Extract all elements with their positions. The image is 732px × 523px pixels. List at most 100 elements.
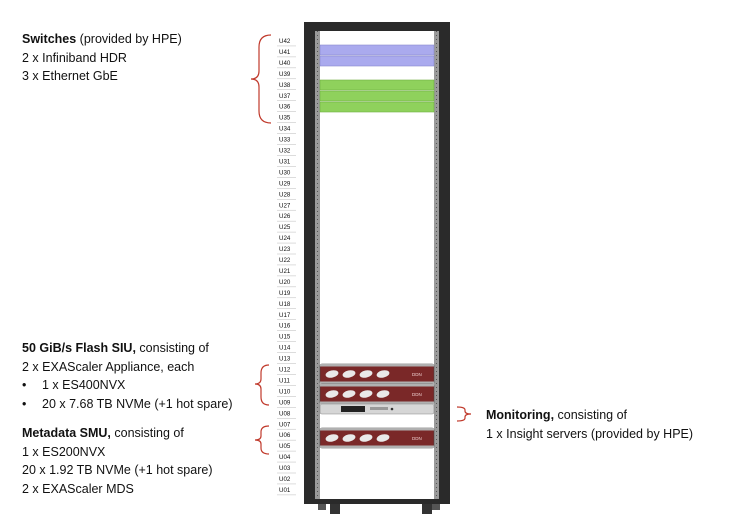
unit-label: U27 — [279, 202, 291, 209]
chassis-drive-slot — [376, 370, 390, 378]
ddn-logo: DDN — [412, 372, 422, 377]
unit-label: U07 — [279, 421, 291, 428]
unit-label: U28 — [279, 191, 291, 198]
switches-title-suffix: (provided by HPE) — [76, 32, 182, 46]
unit-label: U13 — [279, 356, 291, 363]
metadata-smu-line-es200nvx: 1 x ES200NVX — [22, 444, 106, 459]
chassis-drive-slot — [376, 434, 390, 442]
unit-label: U10 — [279, 388, 291, 395]
ddn-chassis-group: DDN DDN DDN — [319, 363, 435, 449]
chassis-drive-slot — [359, 390, 373, 398]
metadata-smu-line-nvme: 20 x 1.92 TB NVMe (+1 hot spare) — [22, 463, 213, 477]
unit-label: U01 — [279, 487, 291, 494]
chassis-drive-slot — [325, 434, 339, 442]
flash-siu-title-suffix: consisting of — [135, 341, 209, 355]
unit-label: U20 — [279, 279, 291, 286]
metadata-smu-bracket — [254, 425, 270, 455]
rack-caster-left — [330, 504, 340, 514]
unit-label: U21 — [279, 268, 291, 275]
flash-siu-description: 50 GiB/s Flash SIU, consisting of 2 x EX… — [22, 339, 233, 413]
chassis-drive-slot — [359, 370, 373, 378]
unit-label: U19 — [279, 290, 291, 297]
flash-siu-line-appliance: 2 x EXAScaler Appliance, each — [22, 359, 195, 374]
chassis-drive-slot — [325, 370, 339, 378]
insight-server — [319, 403, 435, 415]
chassis-drive-slot — [342, 390, 356, 398]
chassis-drive-slot — [376, 390, 390, 398]
unit-label: U42 — [279, 38, 291, 45]
unit-label: U33 — [279, 137, 291, 144]
flash-siu-bullet-es400nvx: 1 x ES400NVX — [22, 376, 233, 395]
insight-server-display — [341, 406, 365, 412]
unit-label: U15 — [279, 334, 291, 341]
unit-label: U35 — [279, 115, 291, 122]
unit-label: U08 — [279, 410, 291, 417]
unit-label: U11 — [279, 377, 290, 384]
ethernet-switch-3 — [319, 101, 435, 113]
infiniband-switch-1 — [319, 44, 435, 56]
unit-label: U32 — [279, 148, 291, 155]
flash-siu-title: 50 GiB/s Flash SIU, — [22, 341, 136, 355]
chassis-drive-slot — [359, 434, 373, 442]
unit-label: U30 — [279, 169, 291, 176]
unit-label: U23 — [279, 246, 291, 253]
unit-label: U04 — [279, 454, 291, 461]
switches-title: Switches — [22, 32, 77, 46]
es400nvx-appliance-1: DDN — [319, 363, 435, 385]
switches-line-infiniband: 2 x Infiniband HDR — [22, 50, 127, 65]
rack-rail-right — [434, 31, 439, 499]
unit-label: U41 — [279, 49, 291, 56]
rack-caster-right — [422, 504, 432, 514]
es400nvx-appliance-2: DDN — [319, 383, 435, 405]
unit-label: U25 — [279, 224, 291, 231]
rack-foot-right — [432, 504, 440, 510]
ddn-logo: DDN — [412, 392, 422, 397]
flash-siu-bracket — [254, 364, 270, 406]
unit-label: U34 — [279, 126, 291, 133]
flash-siu-bullet-nvme: 20 x 7.68 TB NVMe (+1 hot spare) — [22, 395, 233, 414]
unit-label: U37 — [279, 93, 291, 100]
unit-label: U05 — [279, 443, 291, 450]
unit-label: U22 — [279, 257, 291, 264]
monitoring-description: Monitoring, consisting of 1 x Insight se… — [486, 406, 693, 443]
unit-label: U16 — [279, 323, 291, 330]
chassis-drive-slot — [342, 370, 356, 378]
chassis-drive-slot — [342, 434, 356, 442]
monitoring-line-insight: 1 x Insight servers (provided by HPE) — [486, 426, 694, 441]
unit-label: U09 — [279, 399, 291, 406]
unit-label: U26 — [279, 213, 291, 220]
unit-label: U29 — [279, 180, 291, 187]
switches-line-ethernet: 3 x Ethernet GbE — [22, 69, 118, 83]
metadata-smu-title: Metadata SMU, — [22, 426, 111, 440]
unit-label: U24 — [279, 235, 291, 242]
monitoring-title: Monitoring, — [486, 408, 555, 422]
unit-label: U36 — [279, 104, 291, 111]
metadata-smu-line-mds: 2 x EXAScaler MDS — [22, 481, 134, 496]
unit-label: U12 — [279, 367, 291, 374]
unit-labels: U42 U41 U40 U39 U38 U37 U36 U35 U34 U33 U32 U31 U30 U… — [277, 38, 296, 496]
monitoring-bracket — [456, 406, 472, 422]
metadata-smu-title-suffix: consisting of — [110, 426, 184, 440]
unit-label: U14 — [279, 345, 291, 352]
monitoring-title-suffix: consisting of — [554, 408, 628, 422]
unit-label: U06 — [279, 432, 291, 439]
rack-rail-left — [315, 31, 320, 499]
metadata-smu-description: Metadata SMU, consisting of 1 x ES200NVX… — [22, 424, 213, 498]
unit-label: U38 — [279, 82, 291, 89]
insight-server-vent — [370, 407, 388, 410]
rack-foot-left — [318, 504, 326, 510]
unit-label: U31 — [279, 158, 291, 165]
unit-label: U40 — [279, 60, 291, 67]
unit-label: U39 — [279, 71, 291, 78]
es200nvx-appliance: DDN — [319, 427, 435, 449]
ethernet-switch-1 — [319, 79, 435, 91]
unit-label: U18 — [279, 301, 291, 308]
unit-label: U03 — [279, 465, 291, 472]
infiniband-switch-2 — [319, 55, 435, 67]
switches-bracket — [250, 34, 272, 124]
insight-server-led — [390, 407, 394, 411]
ddn-logo: DDN — [412, 436, 422, 441]
unit-label: U17 — [279, 312, 291, 319]
unit-label: U02 — [279, 476, 291, 483]
